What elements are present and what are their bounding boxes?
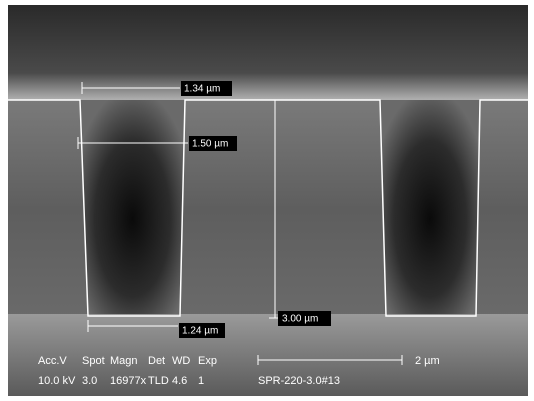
info-value: 3.0 bbox=[82, 375, 97, 387]
info-header: Det bbox=[148, 355, 165, 367]
info-header: Magn bbox=[110, 355, 138, 367]
measurement: 1.34 µm bbox=[184, 84, 220, 95]
info-header: Acc.V bbox=[38, 355, 67, 367]
info-value: TLD bbox=[148, 375, 169, 387]
label-box bbox=[181, 81, 232, 96]
substrate bbox=[8, 314, 528, 396]
sample-id: SPR-220-3.0#13 bbox=[258, 375, 340, 387]
info-value: 16977x bbox=[110, 375, 147, 387]
info-header: Spot bbox=[82, 355, 105, 367]
trench bbox=[80, 100, 185, 316]
label-box bbox=[278, 311, 331, 326]
measurement: 1.50 µm bbox=[192, 139, 228, 150]
scale-bar-label: 2 µm bbox=[415, 355, 440, 367]
info-value: 10.0 kV bbox=[38, 375, 76, 387]
trench bbox=[380, 100, 480, 316]
measurement: 1.24 µm bbox=[182, 326, 218, 337]
measure-labels: 1.34 µm 1.50 µm 1.24 µm 3.00 µm bbox=[179, 81, 331, 338]
edges bbox=[8, 99, 528, 317]
info-value: 4.6 bbox=[172, 375, 187, 387]
info-bar: Acc.V Spot Magn Det WD Exp 10.0 kV 3.0 1… bbox=[38, 355, 440, 387]
measurement: 3.00 µm bbox=[282, 314, 318, 325]
info-header: Exp bbox=[198, 355, 217, 367]
top-region bbox=[8, 5, 528, 102]
label-box bbox=[189, 136, 237, 151]
info-value: 1 bbox=[198, 375, 204, 387]
info-header: WD bbox=[172, 355, 190, 367]
label-box bbox=[179, 323, 225, 338]
image-frame bbox=[8, 5, 528, 396]
